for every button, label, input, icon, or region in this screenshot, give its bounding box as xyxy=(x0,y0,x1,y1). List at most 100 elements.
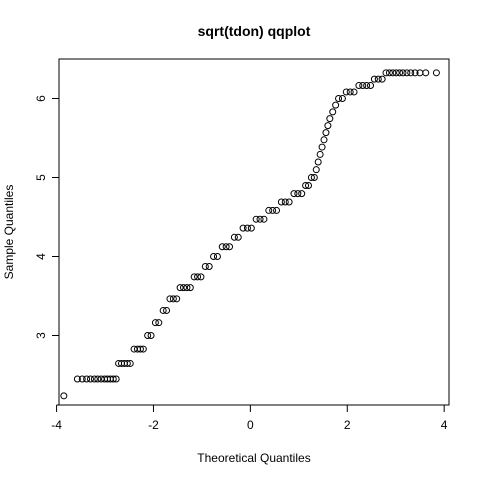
data-point xyxy=(201,263,209,271)
data-point xyxy=(302,181,310,189)
data-point xyxy=(332,101,340,109)
data-point xyxy=(190,273,198,281)
data-point xyxy=(205,263,213,271)
data-point xyxy=(109,375,117,383)
y-tick-label: 6 xyxy=(34,95,48,102)
data-point xyxy=(294,190,302,198)
data-point xyxy=(385,69,393,77)
data-point xyxy=(322,129,330,137)
data-point xyxy=(378,75,386,83)
y-tick-label: 5 xyxy=(34,174,48,181)
data-point xyxy=(389,69,397,77)
data-point xyxy=(186,284,194,292)
data-point xyxy=(326,115,334,123)
data-point xyxy=(277,198,285,206)
data-point xyxy=(260,215,268,223)
data-point xyxy=(230,233,238,241)
data-point xyxy=(396,69,404,77)
data-point xyxy=(314,158,322,166)
data-point xyxy=(73,375,81,383)
data-point xyxy=(285,198,293,206)
data-point xyxy=(367,82,375,90)
data-point xyxy=(290,190,298,198)
data-point xyxy=(144,331,152,339)
data-point xyxy=(432,69,440,77)
data-point xyxy=(136,345,144,353)
data-point xyxy=(310,173,318,181)
data-point xyxy=(222,243,230,251)
plot-frame xyxy=(58,58,450,406)
data-point xyxy=(265,206,273,214)
data-point xyxy=(324,122,332,130)
data-point xyxy=(239,224,247,232)
data-point xyxy=(210,252,218,260)
chart-title: sqrt(tdon) qqplot xyxy=(198,23,311,39)
data-point xyxy=(183,284,191,292)
data-point xyxy=(90,375,98,383)
x-tick-label: -2 xyxy=(148,418,159,432)
data-point xyxy=(320,136,328,144)
data-point xyxy=(316,150,324,158)
data-point xyxy=(159,306,167,314)
data-point xyxy=(256,215,264,223)
data-point xyxy=(169,295,177,303)
data-point xyxy=(350,88,358,96)
data-point xyxy=(335,94,343,102)
data-point xyxy=(374,75,382,83)
data-point xyxy=(86,375,94,383)
data-point xyxy=(243,224,251,232)
data-point xyxy=(126,359,134,367)
data-point xyxy=(355,82,363,90)
data-point xyxy=(392,69,400,77)
data-point xyxy=(382,69,390,77)
data-point xyxy=(318,143,326,151)
data-point xyxy=(407,69,415,77)
data-point xyxy=(83,375,91,383)
data-point xyxy=(342,88,350,96)
data-point xyxy=(298,190,306,198)
data-point xyxy=(422,69,430,77)
data-point xyxy=(307,173,315,181)
data-point xyxy=(226,243,234,251)
data-point xyxy=(312,166,320,174)
data-point xyxy=(359,82,367,90)
data-point xyxy=(60,392,68,400)
x-tick-label: 4 xyxy=(441,418,448,432)
x-tick-label: 2 xyxy=(344,418,351,432)
y-axis-label: Sample Quantiles xyxy=(2,185,16,280)
data-point xyxy=(252,215,260,223)
y-axis: 3 4 5 6 xyxy=(34,95,60,339)
data-point xyxy=(363,82,371,90)
data-point xyxy=(403,69,411,77)
data-point xyxy=(213,252,221,260)
data-point xyxy=(399,69,407,77)
data-point xyxy=(94,375,102,383)
data-point xyxy=(123,359,131,367)
data-point xyxy=(370,75,378,83)
x-tick-label: 0 xyxy=(247,418,254,432)
data-point xyxy=(176,284,184,292)
data-point xyxy=(269,206,277,214)
x-axis-label: Theoretical Quantiles xyxy=(197,451,310,465)
x-axis: -4 -2 0 2 4 xyxy=(51,404,448,432)
y-tick-label: 3 xyxy=(34,332,48,339)
data-point xyxy=(305,181,313,189)
data-point xyxy=(147,331,155,339)
data-point xyxy=(411,69,419,77)
data-point xyxy=(218,243,226,251)
data-point xyxy=(78,375,86,383)
data-point xyxy=(163,306,171,314)
data-point xyxy=(329,108,337,116)
data-point xyxy=(234,233,242,241)
data-points xyxy=(60,69,440,400)
data-point xyxy=(166,295,174,303)
data-point xyxy=(194,273,202,281)
data-point xyxy=(273,206,281,214)
data-point xyxy=(155,319,163,327)
data-point xyxy=(112,375,120,383)
data-point xyxy=(139,345,147,353)
y-tick-label: 4 xyxy=(34,253,48,260)
x-tick-label: -4 xyxy=(51,418,62,432)
data-point xyxy=(197,273,205,281)
